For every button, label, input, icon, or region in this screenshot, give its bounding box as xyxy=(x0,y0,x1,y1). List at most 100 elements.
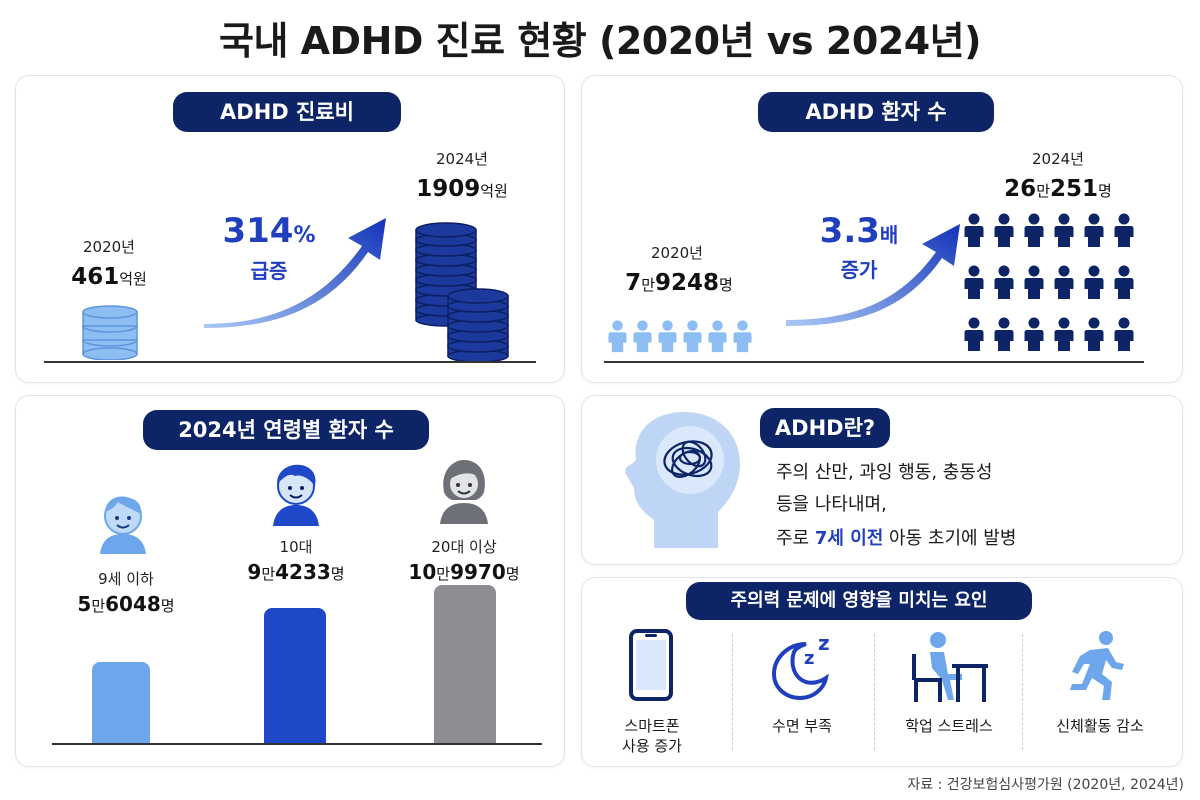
about-line-3-pre: 주로 xyxy=(776,528,815,549)
age-value-2-b: 만 xyxy=(436,565,451,583)
person-icon xyxy=(708,314,727,362)
patients-change-unit: 배 xyxy=(879,223,899,247)
person-icon xyxy=(994,312,1014,360)
age-card: 2024년 연령별 환자 수 9세 이하 5만6048명 10대 9만4233명… xyxy=(15,395,565,767)
factor-divider-1 xyxy=(732,634,733,750)
about-card: ADHD란? 주의 산만, 과잉 행동, 충동성 등을 나타내며, 주로 7세 … xyxy=(581,395,1183,565)
patients-2024-value: 26만251명 xyxy=(978,176,1138,202)
about-line-2: 등을 나타내며, xyxy=(776,494,887,515)
person-icon xyxy=(633,314,652,362)
factor-divider-3 xyxy=(1022,634,1023,750)
patients-card: ADHD 환자 수 2020년 7만9248명 3.3배 증가 2024년 26… xyxy=(581,75,1183,383)
moon-sleep-icon: z z xyxy=(771,631,830,700)
factors-header: 주의력 문제에 영향을 미치는 요인 xyxy=(686,582,1032,620)
cost-2024-number: 1909 xyxy=(416,176,481,202)
factor-label-3: 신체활동 감소 xyxy=(1030,716,1170,736)
people-2020-row xyxy=(608,314,758,360)
age-group-value-2: 10만9970명 xyxy=(386,560,542,584)
age-bar-1 xyxy=(264,608,326,743)
factor-label-2: 학업 스트레스 xyxy=(884,716,1014,736)
patients-2020-d: 명 xyxy=(719,276,733,294)
patients-2024-year: 2024년 xyxy=(1032,150,1084,168)
factor-3-line-1: 신체활동 감소 xyxy=(1056,717,1144,735)
about-highlight: 7세 이전 xyxy=(814,528,884,549)
age-value-1-a: 9 xyxy=(247,560,262,584)
patients-2020-value: 7만9248명 xyxy=(604,270,754,296)
person-icon xyxy=(994,260,1014,308)
factor-1-line-1: 수면 부족 xyxy=(772,717,832,735)
page-title: 국내 ADHD 진료 현황 (2020년 vs 2024년) xyxy=(218,19,982,63)
patients-change-number: 3.3 xyxy=(819,211,880,251)
source-note: 자료 : 건강보험심사평가원 (2020년, 2024년) xyxy=(907,777,1184,793)
age-bar-2 xyxy=(434,585,496,743)
smartphone-icon xyxy=(629,629,673,701)
age-value-0-c: 6048 xyxy=(105,592,161,616)
adult-face-icon xyxy=(440,460,488,524)
patients-2024-c: 251 xyxy=(1050,176,1099,202)
factor-label-0: 스마트폰 사용 증가 xyxy=(592,716,712,756)
person-icon xyxy=(1054,312,1074,360)
age-value-2-c: 9970 xyxy=(450,560,506,584)
cost-change-unit: % xyxy=(293,223,316,248)
patients-2020-a: 7 xyxy=(625,270,642,296)
factor-label-1: 수면 부족 xyxy=(742,716,862,736)
about-line-1: 주의 산만, 과잉 행동, 충동성 xyxy=(776,462,993,483)
patients-growth-arrow-icon xyxy=(786,224,960,326)
person-icon xyxy=(994,208,1014,256)
cost-card: ADHD 진료비 2020년 461억원 314% 급증 2024년 1909억… xyxy=(15,75,565,383)
cost-2024-unit: 억원 xyxy=(480,182,508,200)
cost-2020-unit: 억원 xyxy=(119,270,147,288)
coin-stack-2024-icon xyxy=(415,222,509,362)
age-value-2-a: 10 xyxy=(408,560,437,584)
person-icon xyxy=(1114,312,1134,360)
person-icon xyxy=(1024,208,1044,256)
cost-2024-value: 1909억원 xyxy=(394,176,530,202)
age-value-0-d: 명 xyxy=(160,597,175,615)
factor-0-line-1: 스마트폰 xyxy=(624,717,680,735)
svg-text:z: z xyxy=(804,648,814,669)
age-group-value-0: 5만6048명 xyxy=(56,592,196,616)
person-icon xyxy=(1084,208,1104,256)
age-value-1-d: 명 xyxy=(330,565,345,583)
cost-2020-year: 2020년 xyxy=(83,238,135,256)
factors-card: 주의력 문제에 영향을 미치는 요인 스마트폰 사용 증가 z z 수면 부족 … xyxy=(581,577,1183,767)
person-icon xyxy=(1024,260,1044,308)
person-icon xyxy=(964,260,984,308)
age-value-2-d: 명 xyxy=(505,565,520,583)
svg-text:z: z xyxy=(818,631,830,655)
cost-change: 314% 급증 xyxy=(214,212,324,284)
age-value-0-a: 5 xyxy=(77,592,92,616)
age-group-value-1: 9만4233명 xyxy=(221,560,371,584)
person-icon xyxy=(964,208,984,256)
person-icon xyxy=(1054,208,1074,256)
factor-2-line-1: 학업 스트레스 xyxy=(905,717,993,735)
patients-baseline xyxy=(604,361,1144,363)
about-line-3: 주로 7세 이전 아동 초기에 발병 xyxy=(776,524,1016,550)
patients-2020-year: 2020년 xyxy=(651,244,703,262)
patients-2024-d: 명 xyxy=(1098,182,1112,200)
patients-change: 3.3배 증가 xyxy=(804,212,914,283)
person-icon xyxy=(683,314,702,362)
person-icon xyxy=(1084,312,1104,360)
cost-change-label: 급증 xyxy=(250,259,288,283)
person-icon xyxy=(1084,260,1104,308)
person-icon xyxy=(1024,312,1044,360)
patients-2020-b: 만 xyxy=(641,276,655,294)
cost-header: ADHD 진료비 xyxy=(173,92,401,132)
person-icon xyxy=(733,314,752,362)
cost-2020-value: 461억원 xyxy=(54,264,164,290)
age-value-1-b: 만 xyxy=(261,565,276,583)
age-bar-0 xyxy=(92,662,150,743)
cost-growth-arrow-icon xyxy=(204,218,386,328)
factor-divider-2 xyxy=(874,634,875,750)
age-group-label-2: 20대 이상 xyxy=(431,538,497,556)
patients-change-label: 증가 xyxy=(840,258,878,282)
patients-header: ADHD 환자 수 xyxy=(758,92,994,132)
age-baseline xyxy=(52,743,542,745)
person-icon xyxy=(964,312,984,360)
person-icon xyxy=(1054,260,1074,308)
age-header: 2024년 연령별 환자 수 xyxy=(143,410,429,450)
age-value-0-b: 만 xyxy=(91,597,106,615)
people-2024-grid xyxy=(964,208,1142,360)
cost-change-number: 314 xyxy=(222,211,294,251)
